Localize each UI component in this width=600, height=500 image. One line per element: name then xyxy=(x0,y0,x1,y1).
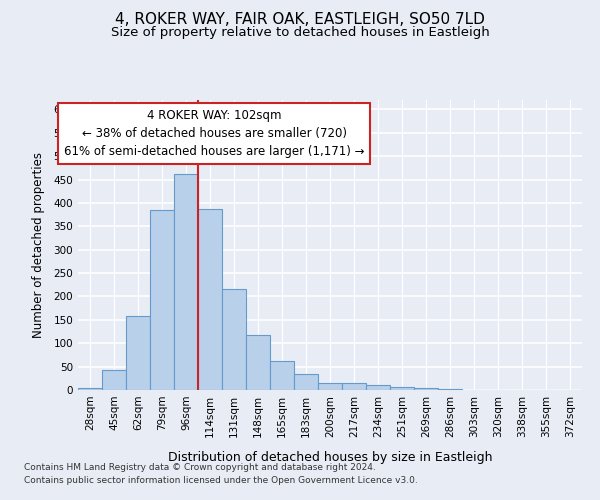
Text: 4, ROKER WAY, FAIR OAK, EASTLEIGH, SO50 7LD: 4, ROKER WAY, FAIR OAK, EASTLEIGH, SO50 … xyxy=(115,12,485,28)
Bar xyxy=(438,389,462,390)
Bar xyxy=(198,208,222,390)
Bar xyxy=(150,210,174,390)
Text: Size of property relative to detached houses in Eastleigh: Size of property relative to detached ho… xyxy=(110,26,490,39)
Text: 4 ROKER WAY: 102sqm
← 38% of detached houses are smaller (720)
61% of semi-detac: 4 ROKER WAY: 102sqm ← 38% of detached ho… xyxy=(64,108,364,158)
Bar xyxy=(390,387,414,390)
Bar xyxy=(294,374,318,390)
Bar xyxy=(222,290,246,390)
Text: Contains public sector information licensed under the Open Government Licence v3: Contains public sector information licen… xyxy=(24,476,418,485)
Y-axis label: Number of detached properties: Number of detached properties xyxy=(32,152,45,338)
Bar xyxy=(246,335,270,390)
Bar xyxy=(174,174,198,390)
Bar xyxy=(342,383,366,390)
X-axis label: Distribution of detached houses by size in Eastleigh: Distribution of detached houses by size … xyxy=(168,451,492,464)
Bar xyxy=(102,370,126,390)
Bar xyxy=(126,316,150,390)
Bar xyxy=(366,386,390,390)
Bar xyxy=(78,388,102,390)
Bar xyxy=(270,360,294,390)
Bar xyxy=(318,383,342,390)
Text: Contains HM Land Registry data © Crown copyright and database right 2024.: Contains HM Land Registry data © Crown c… xyxy=(24,462,376,471)
Bar xyxy=(414,388,438,390)
